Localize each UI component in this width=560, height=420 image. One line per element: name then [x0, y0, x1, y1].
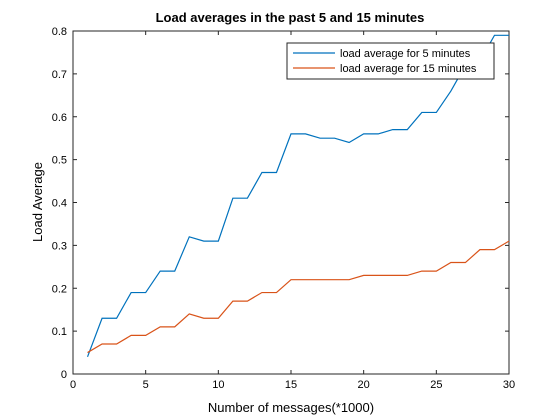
legend-box — [286, 42, 495, 80]
axis-ticks: 0 5 10 15 20 25 30 0 0.1 0.2 0.3 0.4 0.5 0.6 0.7 0.8 — [52, 26, 515, 391]
y-axis-label: Load Average — [30, 162, 45, 242]
x-tick-label: 30 — [503, 379, 515, 391]
legend-label: load average for 5 minutes — [340, 48, 471, 60]
x-tick-label: 25 — [430, 379, 442, 391]
y-tick-label: 0.6 — [52, 112, 67, 124]
x-tick-label: 20 — [358, 379, 370, 391]
y-tick-label: 0.8 — [52, 26, 67, 38]
series-layer — [86, 34, 510, 358]
series-line-2 — [87, 240, 510, 354]
x-tick-label: 15 — [285, 379, 297, 391]
plot-area — [72, 30, 510, 375]
y-tick-label: 0.1 — [52, 326, 67, 338]
x-tick-label: 5 — [143, 379, 149, 391]
x-tick-label: 10 — [212, 379, 224, 391]
x-axis-label: Number of messages(*1000) — [208, 400, 374, 415]
series-line-1 — [86, 34, 509, 358]
y-tick-label: 0.4 — [52, 198, 67, 210]
y-tick-label: 0 — [61, 369, 67, 381]
chart-title: Load averages in the past 5 and 15 minut… — [156, 10, 425, 25]
y-tick-label: 0.3 — [52, 240, 67, 252]
y-tick-label: 0.2 — [52, 283, 67, 295]
x-tick-label: 0 — [70, 379, 76, 391]
y-tick-label: 0.7 — [52, 69, 67, 81]
legend-label: load average for 15 minutes — [340, 63, 477, 75]
legend: load average for 5 minutes load average f… — [286, 42, 495, 80]
y-tick-label: 0.5 — [52, 155, 67, 167]
